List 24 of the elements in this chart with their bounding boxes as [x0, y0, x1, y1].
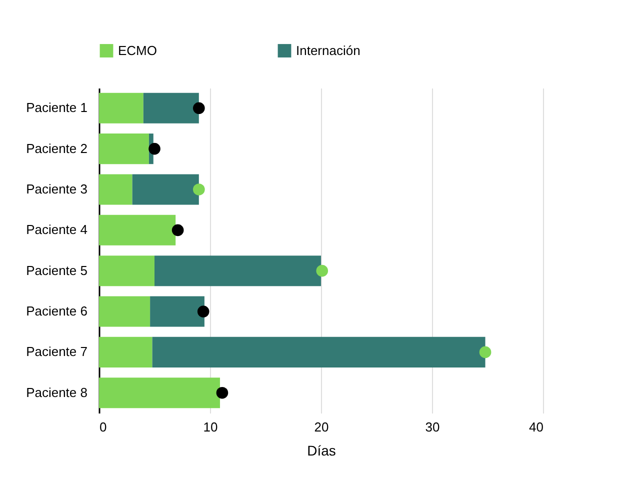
legend-label: ECMO — [118, 42, 157, 58]
y-tick-label: Paciente 1 — [26, 100, 88, 116]
x-tick-label: 20 — [314, 420, 329, 434]
point — [172, 224, 184, 236]
legend-label: Internación — [296, 42, 360, 58]
point — [192, 102, 205, 114]
x-axis-title: Días — [307, 442, 336, 458]
y-tick-label: Paciente 6 — [26, 304, 88, 319]
point — [192, 184, 205, 196]
y-tick-label: Paciente 7 — [26, 344, 88, 360]
x-tick-label: 30 — [425, 420, 440, 434]
point — [479, 346, 492, 358]
y-tick-label: Paciente 3 — [26, 181, 88, 196]
point — [316, 264, 328, 277]
y-tick-label: Paciente 4 — [26, 222, 88, 238]
x-tick-label: 0 — [100, 420, 107, 434]
y-tick-label: Paciente 2 — [26, 140, 88, 156]
y-tick-label: Paciente 5 — [26, 262, 88, 278]
x-tick-label: 40 — [529, 420, 544, 434]
point — [216, 386, 228, 399]
point — [148, 142, 160, 155]
point — [197, 306, 210, 318]
x-tick-label: 10 — [203, 420, 218, 434]
y-tick-label: Paciente 8 — [26, 384, 88, 400]
